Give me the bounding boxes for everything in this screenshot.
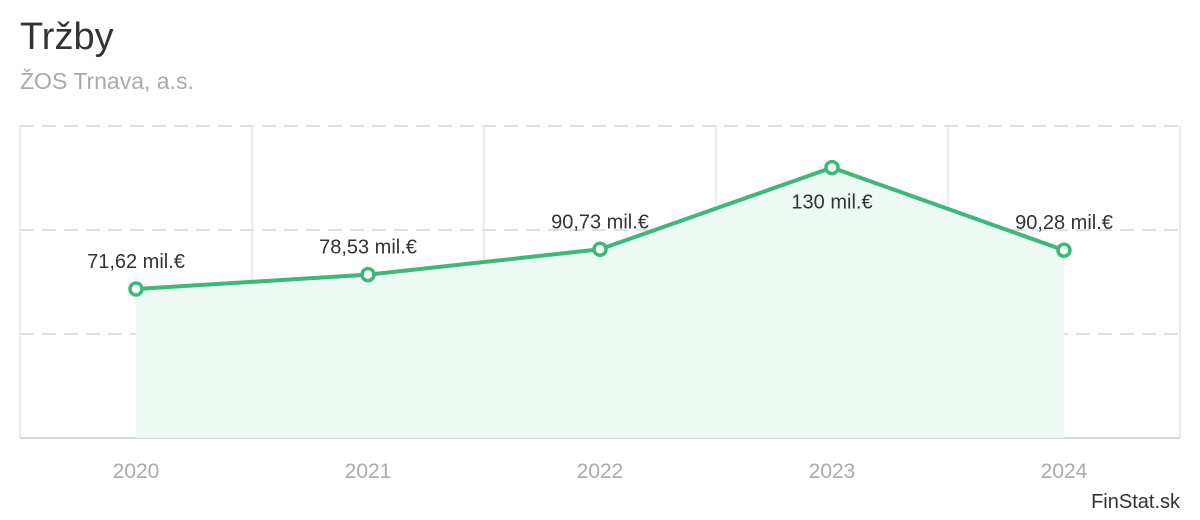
data-label-2024: 90,28 mil.€ bbox=[1015, 212, 1113, 234]
data-label-2022: 90,73 mil.€ bbox=[551, 211, 649, 233]
data-label-2020: 71,62 mil.€ bbox=[87, 251, 185, 273]
x-tick-label-2022: 2022 bbox=[577, 460, 624, 483]
watermark-logo: FinStat.sk bbox=[1091, 491, 1180, 513]
series-area bbox=[136, 167, 1064, 438]
data-label-2021: 78,53 mil.€ bbox=[319, 237, 417, 259]
chart-title: Tržby bbox=[20, 16, 114, 58]
x-tick-label-2021: 2021 bbox=[345, 460, 392, 483]
x-tick-label-2023: 2023 bbox=[809, 460, 856, 483]
data-point-2022[interactable] bbox=[592, 241, 608, 258]
x-tick-label-2020: 2020 bbox=[113, 460, 160, 483]
chart-subtitle: ŽOS Trnava, a.s. bbox=[20, 68, 194, 94]
data-point-2024[interactable] bbox=[1056, 242, 1072, 258]
x-tick-label-2024: 2024 bbox=[1041, 460, 1088, 483]
data-point-2023[interactable] bbox=[824, 159, 840, 176]
data-point-2021[interactable] bbox=[360, 266, 376, 283]
data-label-2023: 130 mil.€ bbox=[791, 192, 872, 214]
data-point-2020[interactable] bbox=[128, 281, 144, 297]
